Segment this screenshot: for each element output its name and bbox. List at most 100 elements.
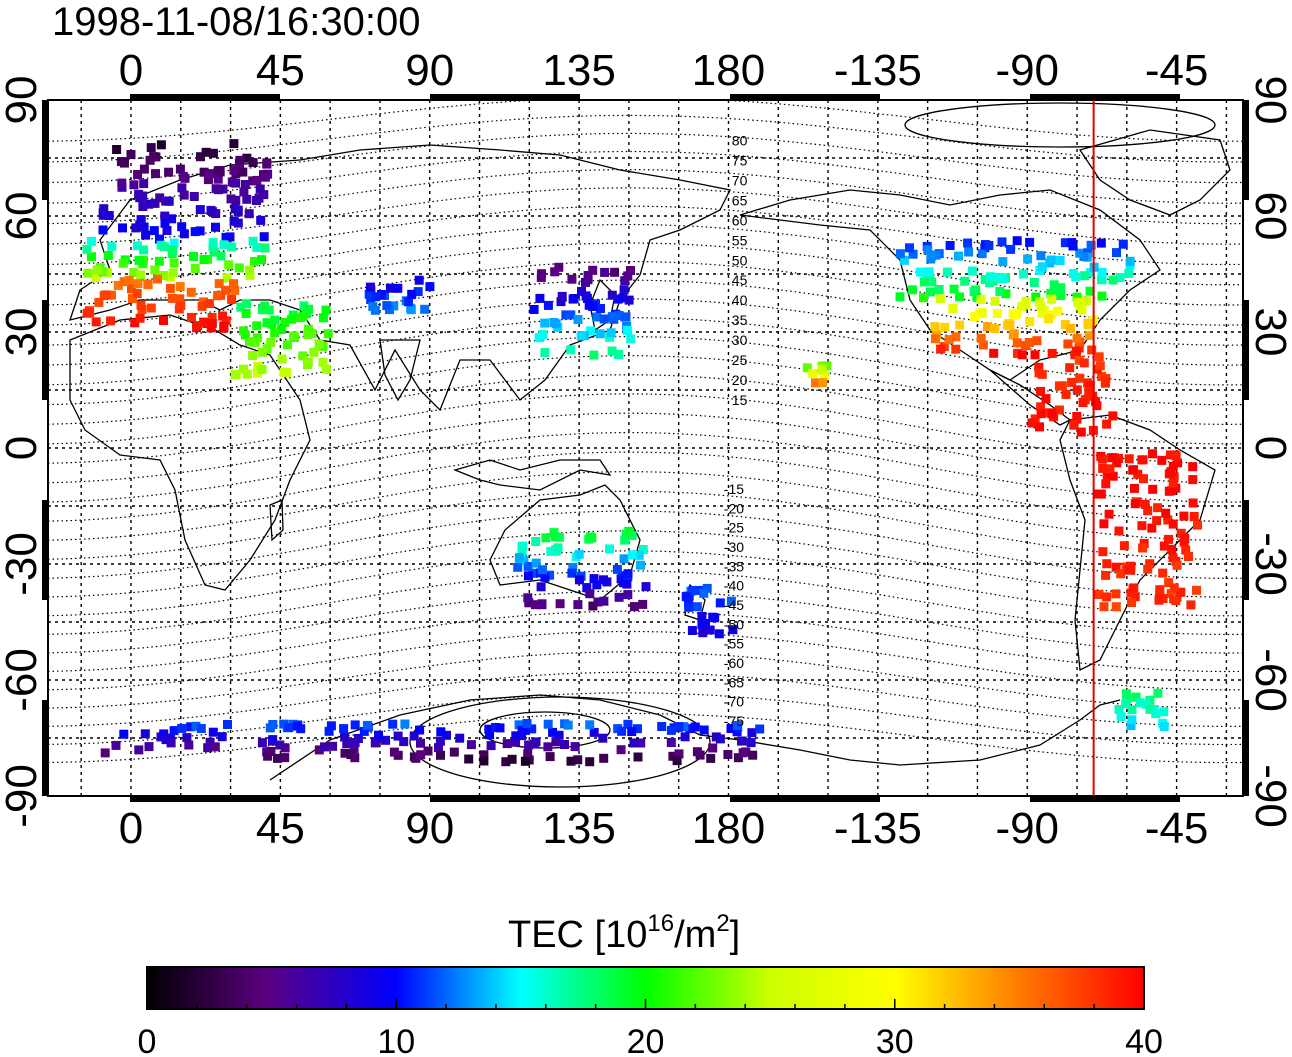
tec-point	[1049, 287, 1059, 297]
tec-point	[1087, 345, 1097, 355]
tec-point	[169, 726, 179, 736]
contour-label: 60	[732, 212, 748, 228]
tec-point	[666, 738, 676, 747]
magnetic-contour	[48, 100, 1243, 142]
magnetic-contour	[48, 298, 1243, 366]
tec-point	[135, 313, 145, 323]
tec-point	[299, 301, 309, 311]
tec-point	[149, 226, 159, 236]
colorbar-title-sup2: 2	[716, 910, 729, 937]
tec-point	[1079, 358, 1089, 368]
tec-point	[414, 275, 424, 285]
tec-point	[138, 202, 148, 211]
tec-point	[87, 252, 96, 262]
tec-point	[195, 205, 205, 215]
axis-tick-label: -60	[1246, 648, 1292, 712]
tec-point	[1074, 355, 1084, 365]
colorbar-title-mid: /m	[674, 914, 716, 956]
tec-point	[1143, 564, 1153, 574]
tec-point	[589, 350, 599, 360]
tec-point	[374, 730, 383, 740]
tec-point	[236, 302, 246, 312]
tec-point	[940, 322, 950, 332]
tec-point	[1031, 292, 1041, 302]
tec-point	[164, 167, 174, 177]
tec-point	[1025, 317, 1035, 327]
tec-point	[623, 569, 633, 579]
tec-point	[1101, 570, 1111, 580]
tec-point	[221, 232, 231, 242]
tec-point	[208, 238, 218, 248]
axis-tick-label: -90	[995, 804, 1059, 853]
axis-tick-label: 90	[405, 46, 454, 95]
tec-point	[133, 241, 142, 251]
tec-point	[168, 245, 178, 255]
tec-point	[224, 260, 234, 270]
tec-point	[205, 737, 215, 747]
tec-point	[1112, 248, 1121, 258]
tec-point	[153, 274, 162, 284]
tec-point	[1097, 291, 1107, 301]
axis-tick-label: 45	[256, 804, 305, 853]
magnetic-contour	[48, 490, 1243, 561]
tec-point	[118, 223, 127, 233]
tec-point	[323, 329, 333, 339]
colorbar-ticks: 0 10 20 30 40	[138, 999, 1163, 1057]
tec-point	[1001, 289, 1011, 299]
tec-point	[553, 543, 563, 553]
contour-label: -25	[724, 520, 744, 536]
tec-point	[588, 601, 598, 611]
tec-point	[98, 210, 108, 220]
tec-point	[113, 281, 123, 290]
tec-point	[551, 737, 561, 747]
tec-point	[1138, 543, 1148, 553]
tec-point	[1140, 499, 1150, 509]
tec-point	[161, 735, 171, 745]
tec-point	[284, 723, 294, 733]
tec-point	[626, 334, 636, 344]
magnetic-contour	[48, 510, 1243, 579]
tec-point	[86, 236, 96, 246]
tec-point	[221, 285, 231, 295]
contour-label: -50	[724, 616, 744, 632]
axis-tick-label: 180	[692, 804, 765, 853]
tec-point	[619, 554, 629, 564]
contour-label: 20	[732, 372, 748, 388]
tec-point	[203, 743, 213, 753]
tec-point	[1130, 499, 1140, 509]
tec-point	[229, 165, 239, 175]
tec-point	[545, 752, 555, 762]
contour-label: 45	[732, 272, 748, 288]
tec-point	[252, 196, 261, 205]
tec-point	[262, 344, 272, 354]
tec-point	[139, 179, 149, 189]
tec-point	[175, 294, 185, 304]
tec-point	[1066, 323, 1076, 333]
axis-tick-label: 0	[1246, 436, 1292, 460]
tec-point	[389, 747, 399, 757]
tec-point	[208, 727, 218, 737]
tec-point	[632, 724, 642, 734]
axis-tick-label: -90	[995, 46, 1059, 95]
tec-point	[1157, 455, 1167, 465]
tec-point	[260, 243, 270, 253]
tec-point	[992, 309, 1002, 318]
tec-point	[159, 271, 169, 280]
tec-point	[176, 301, 186, 310]
tec-point	[205, 169, 215, 179]
tec-point	[104, 211, 114, 220]
tec-point	[82, 244, 92, 254]
tec-point	[259, 232, 269, 242]
tec-point	[1065, 363, 1075, 373]
south-pole-ring-outer	[409, 696, 711, 788]
tec-point	[574, 549, 584, 559]
tec-point	[455, 733, 465, 743]
tec-point	[207, 312, 217, 322]
tec-point	[231, 178, 241, 188]
tec-point	[127, 284, 136, 294]
tec-point	[619, 285, 629, 295]
tec-point	[381, 735, 391, 745]
tec-point	[986, 272, 996, 282]
tec-point	[1161, 508, 1171, 518]
tec-point	[641, 582, 651, 592]
